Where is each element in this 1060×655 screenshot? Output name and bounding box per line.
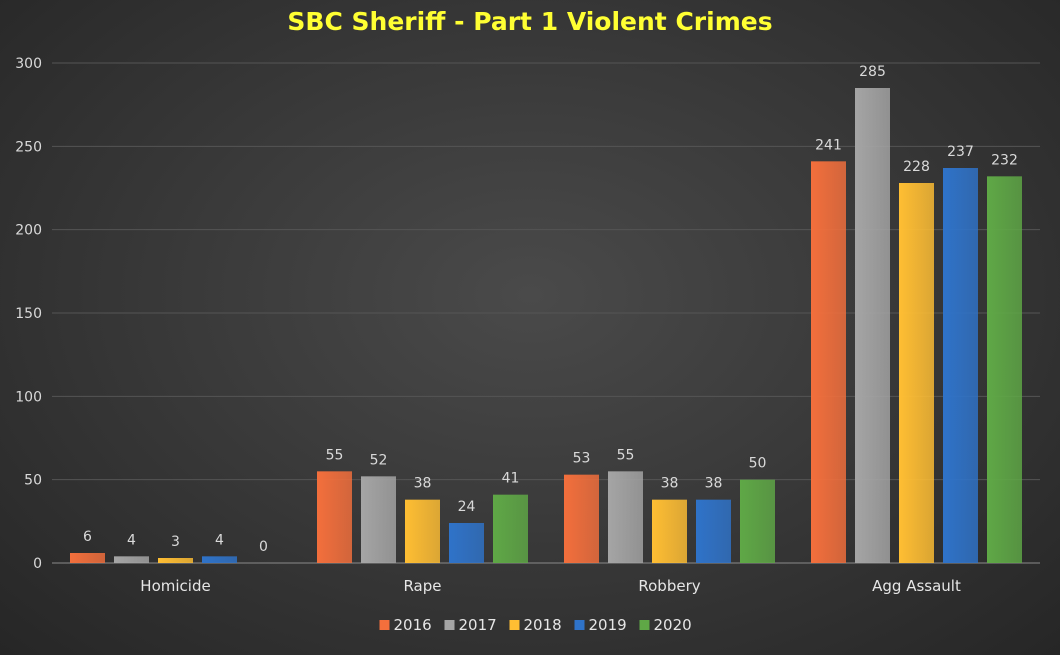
data-labels: 6 4 3 4 0 55 52 38 24 41 53 55 38 38 50 241 285 228 237 232 xyxy=(83,64,1018,555)
bar-agg-assault-2018 xyxy=(899,183,934,563)
bar-agg-assault-2017 xyxy=(855,88,890,563)
chart-title: SBC Sheriff - Part 1 Violent Crimes xyxy=(287,7,772,36)
bar-robbery-2020 xyxy=(740,479,775,563)
bar-agg-assault-2016 xyxy=(811,161,846,564)
gridlines xyxy=(52,62,1040,564)
legend-label: 2020 xyxy=(654,616,692,634)
data-label: 38 xyxy=(661,476,679,492)
bar-rape-2018 xyxy=(405,499,440,563)
data-label: 232 xyxy=(991,152,1018,168)
legend-swatch-2019 xyxy=(574,620,585,630)
bar-homicide-2019 xyxy=(202,556,237,563)
bar-agg-assault-2020 xyxy=(987,176,1022,564)
y-tick-label: 200 xyxy=(15,223,42,239)
data-label: 41 xyxy=(502,471,520,487)
y-tick-label: 150 xyxy=(15,306,42,322)
bar-homicide-2018 xyxy=(158,558,193,563)
data-label: 4 xyxy=(127,532,136,548)
x-axis: Homicide Rape Robbery Agg Assault xyxy=(140,577,961,595)
legend-label: 2018 xyxy=(524,616,562,634)
y-tick-label: 250 xyxy=(15,139,42,155)
legend-swatch-2020 xyxy=(639,620,650,630)
y-tick-label: 300 xyxy=(15,56,42,72)
data-label: 24 xyxy=(458,499,476,515)
data-label: 55 xyxy=(617,447,635,463)
legend-swatch-2018 xyxy=(509,620,520,630)
bar-rape-2017 xyxy=(361,476,396,563)
x-tick-label: Robbery xyxy=(638,577,700,595)
bar-rape-2020 xyxy=(493,494,528,563)
bar-homicide-2016 xyxy=(70,553,105,563)
bar-robbery-2019 xyxy=(696,499,731,563)
bar-homicide-2017 xyxy=(114,556,149,563)
data-label: 241 xyxy=(815,137,842,153)
bar-robbery-2017 xyxy=(608,471,643,563)
legend-label: 2016 xyxy=(394,616,432,634)
data-label: 55 xyxy=(326,447,344,463)
x-tick-label: Agg Assault xyxy=(872,577,961,595)
y-tick-label: 0 xyxy=(33,556,42,572)
legend: 2016 2017 2018 2019 2020 xyxy=(379,616,692,634)
y-axis: 0 50 100 150 200 250 300 xyxy=(15,56,42,572)
data-label: 52 xyxy=(370,452,388,468)
bar-robbery-2016 xyxy=(564,474,599,563)
data-label: 6 xyxy=(83,529,92,545)
bar-robbery-2018 xyxy=(652,499,687,563)
data-label: 53 xyxy=(573,451,591,467)
x-tick-label: Rape xyxy=(403,577,441,595)
bars xyxy=(70,88,1022,564)
data-label: 38 xyxy=(414,476,432,492)
data-label: 285 xyxy=(859,64,886,80)
data-label: 228 xyxy=(903,159,930,175)
y-tick-label: 100 xyxy=(15,389,42,405)
y-tick-label: 50 xyxy=(24,473,42,489)
data-label: 3 xyxy=(171,534,180,550)
legend-swatch-2016 xyxy=(379,620,390,630)
legend-label: 2019 xyxy=(589,616,627,634)
bar-agg-assault-2019 xyxy=(943,168,978,563)
legend-swatch-2017 xyxy=(444,620,455,630)
data-label: 38 xyxy=(705,476,723,492)
data-label: 237 xyxy=(947,144,974,160)
data-label: 50 xyxy=(749,456,767,472)
legend-label: 2017 xyxy=(459,616,497,634)
x-tick-label: Homicide xyxy=(140,577,210,595)
data-label: 0 xyxy=(259,539,268,555)
bar-rape-2019 xyxy=(449,523,484,563)
bar-rape-2016 xyxy=(317,471,352,563)
data-label: 4 xyxy=(215,532,224,548)
